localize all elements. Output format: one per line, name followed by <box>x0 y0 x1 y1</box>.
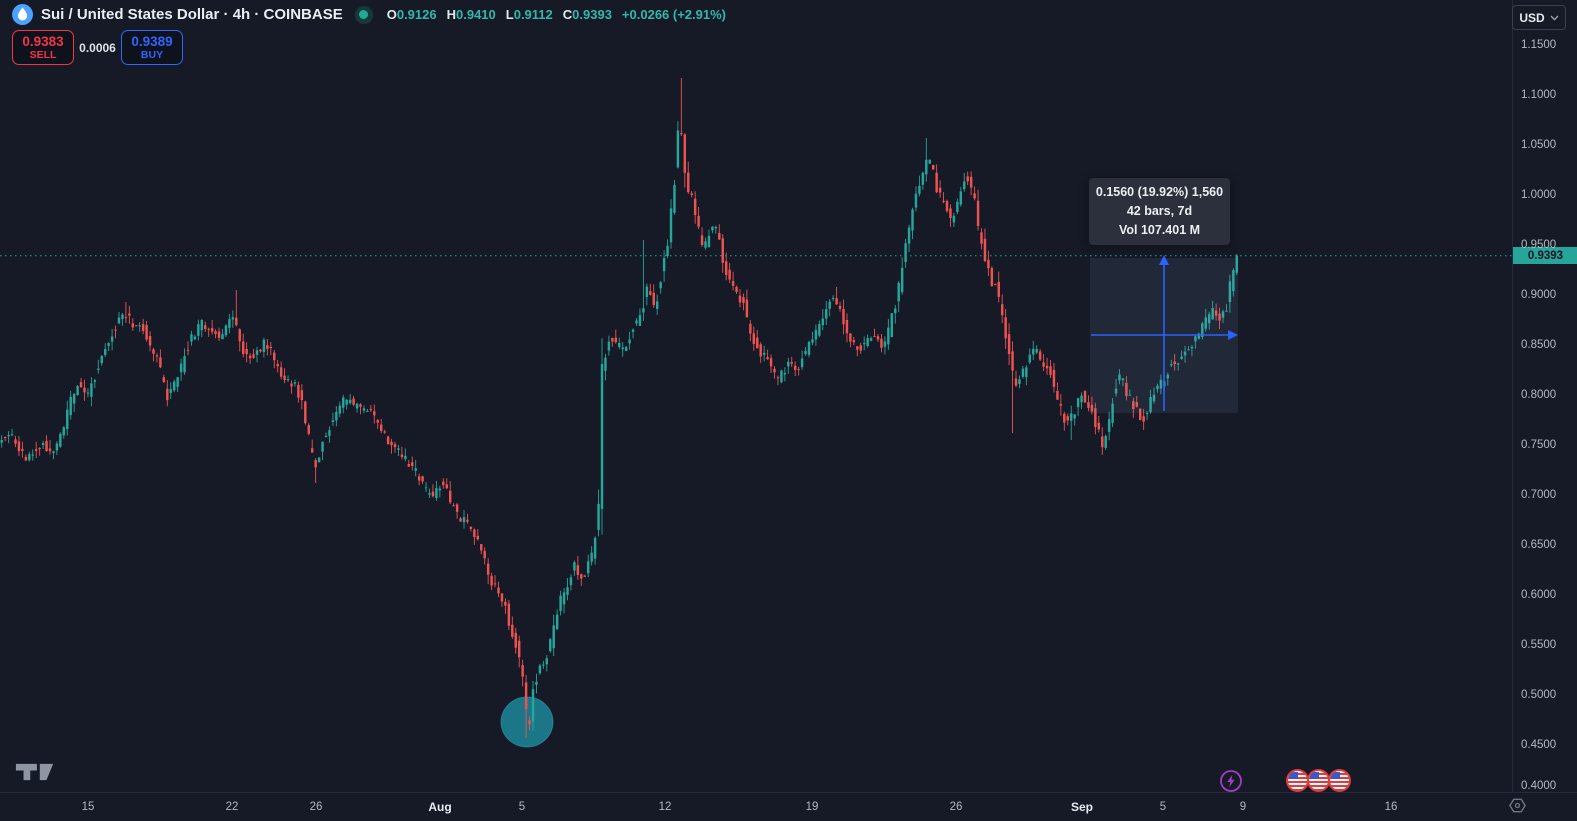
us-flag-icon[interactable] <box>1286 769 1309 792</box>
buy-label: BUY <box>140 49 164 62</box>
close-label: C <box>562 7 573 22</box>
chevron-down-icon <box>1550 15 1559 21</box>
economic-event-flags <box>1286 769 1351 792</box>
time-tick-label: 26 <box>309 801 323 813</box>
price-tick-label: 1.0000 <box>1521 189 1557 201</box>
high-value: 0.9410 <box>456 7 496 22</box>
price-tick-label: 0.5500 <box>1521 639 1557 651</box>
last-price-label: 0.9393 <box>1513 247 1577 265</box>
price-tick-label: 1.1000 <box>1521 89 1557 101</box>
scale-settings-icon[interactable] <box>1508 796 1527 820</box>
time-tick-label: 22 <box>225 801 239 813</box>
measure-bars-line: 42 bars, 7d <box>1126 204 1193 218</box>
arrow-up-icon <box>1159 255 1169 265</box>
price-axis[interactable]: 0.9393 1.1500 1.1000 1.0500 1.0000 0.9500 0.9… <box>1512 0 1577 792</box>
low-value: 0.9112 <box>513 7 553 22</box>
spread-value: 0.0006 <box>79 40 116 55</box>
close-value: 0.9393 <box>572 7 612 22</box>
price-tick-label: 0.9500 <box>1521 239 1557 251</box>
candlestick-series <box>0 78 1239 738</box>
low-label: L <box>505 7 514 22</box>
price-tick-label: 0.7000 <box>1521 489 1557 501</box>
market-status-icon[interactable] <box>354 5 373 24</box>
open-value: 0.9126 <box>396 7 437 22</box>
price-tick-label: 0.5000 <box>1521 689 1557 701</box>
status-dot-icon <box>359 10 369 19</box>
sell-button[interactable]: 0.9383 SELL <box>12 30 74 65</box>
time-tick-label: 5 <box>518 801 526 813</box>
price-tick-label: 0.6000 <box>1521 589 1557 601</box>
currency-value: USD <box>1519 10 1545 25</box>
measure-change-line: 0.1560 (19.92%) 1,560 <box>1095 185 1224 199</box>
price-tick-label: 0.8000 <box>1521 389 1557 401</box>
price-tick-label: 0.4500 <box>1521 739 1557 751</box>
time-tick-label: 26 <box>949 801 963 813</box>
currency-selector[interactable]: USD <box>1512 5 1566 30</box>
sell-label: SELL <box>29 49 57 62</box>
measure-tooltip: 0.1560 (19.92%) 1,560 42 bars, 7d Vol 10… <box>1089 178 1230 245</box>
price-tick-label: 0.8500 <box>1521 339 1557 351</box>
time-axis[interactable]: 15 22 26 Aug 5 12 19 26 Sep 5 9 16 <box>0 792 1577 821</box>
price-tick-label: 0.7500 <box>1521 439 1557 451</box>
time-tick-label: 9 <box>1239 801 1247 813</box>
price-tick-label: 0.9000 <box>1521 289 1557 301</box>
price-tick-label: 0.4000 <box>1521 780 1557 792</box>
high-label: H <box>446 7 456 22</box>
buy-price: 0.9389 <box>131 33 173 49</box>
time-tick-label: 15 <box>81 801 95 813</box>
open-label: O <box>386 7 397 22</box>
time-tick-label: 12 <box>658 801 672 813</box>
symbol-title[interactable]: Sui / United States Dollar · 4h · COINBA… <box>41 6 343 23</box>
sell-price: 0.9383 <box>22 33 64 49</box>
time-tick-label: Sep <box>1070 800 1094 814</box>
us-flag-icon[interactable] <box>1307 769 1330 792</box>
tradingview-logo[interactable] <box>14 760 56 788</box>
time-tick-label: 16 <box>1384 801 1398 813</box>
measure-volume-line: Vol 107.401 M <box>1118 223 1201 237</box>
time-tick-label: Aug <box>428 800 452 814</box>
symbol-header: Sui / United States Dollar · 4h · COINBA… <box>12 4 726 25</box>
ohlc-readout: O0.9126 H0.9410 L0.9112 C0.9393 +0.0266 … <box>387 7 726 22</box>
sui-logo-icon <box>12 4 33 25</box>
lightning-bolt-icon[interactable] <box>1219 769 1243 793</box>
measure-tool[interactable] <box>1090 255 1238 413</box>
price-tick-label: 1.1500 <box>1521 39 1557 51</box>
buy-button[interactable]: 0.9389 BUY <box>121 30 183 65</box>
price-tick-label: 1.0500 <box>1521 139 1557 151</box>
time-tick-label: 5 <box>1159 801 1167 813</box>
arrow-right-icon <box>1228 330 1238 340</box>
time-tick-label: 19 <box>805 801 819 813</box>
change-value: +0.0266 (+2.91%) <box>621 7 726 22</box>
us-flag-icon[interactable] <box>1328 769 1351 792</box>
price-tick-label: 0.6500 <box>1521 539 1557 551</box>
trade-panel: 0.9383 SELL 0.0006 0.9389 BUY <box>12 30 183 65</box>
